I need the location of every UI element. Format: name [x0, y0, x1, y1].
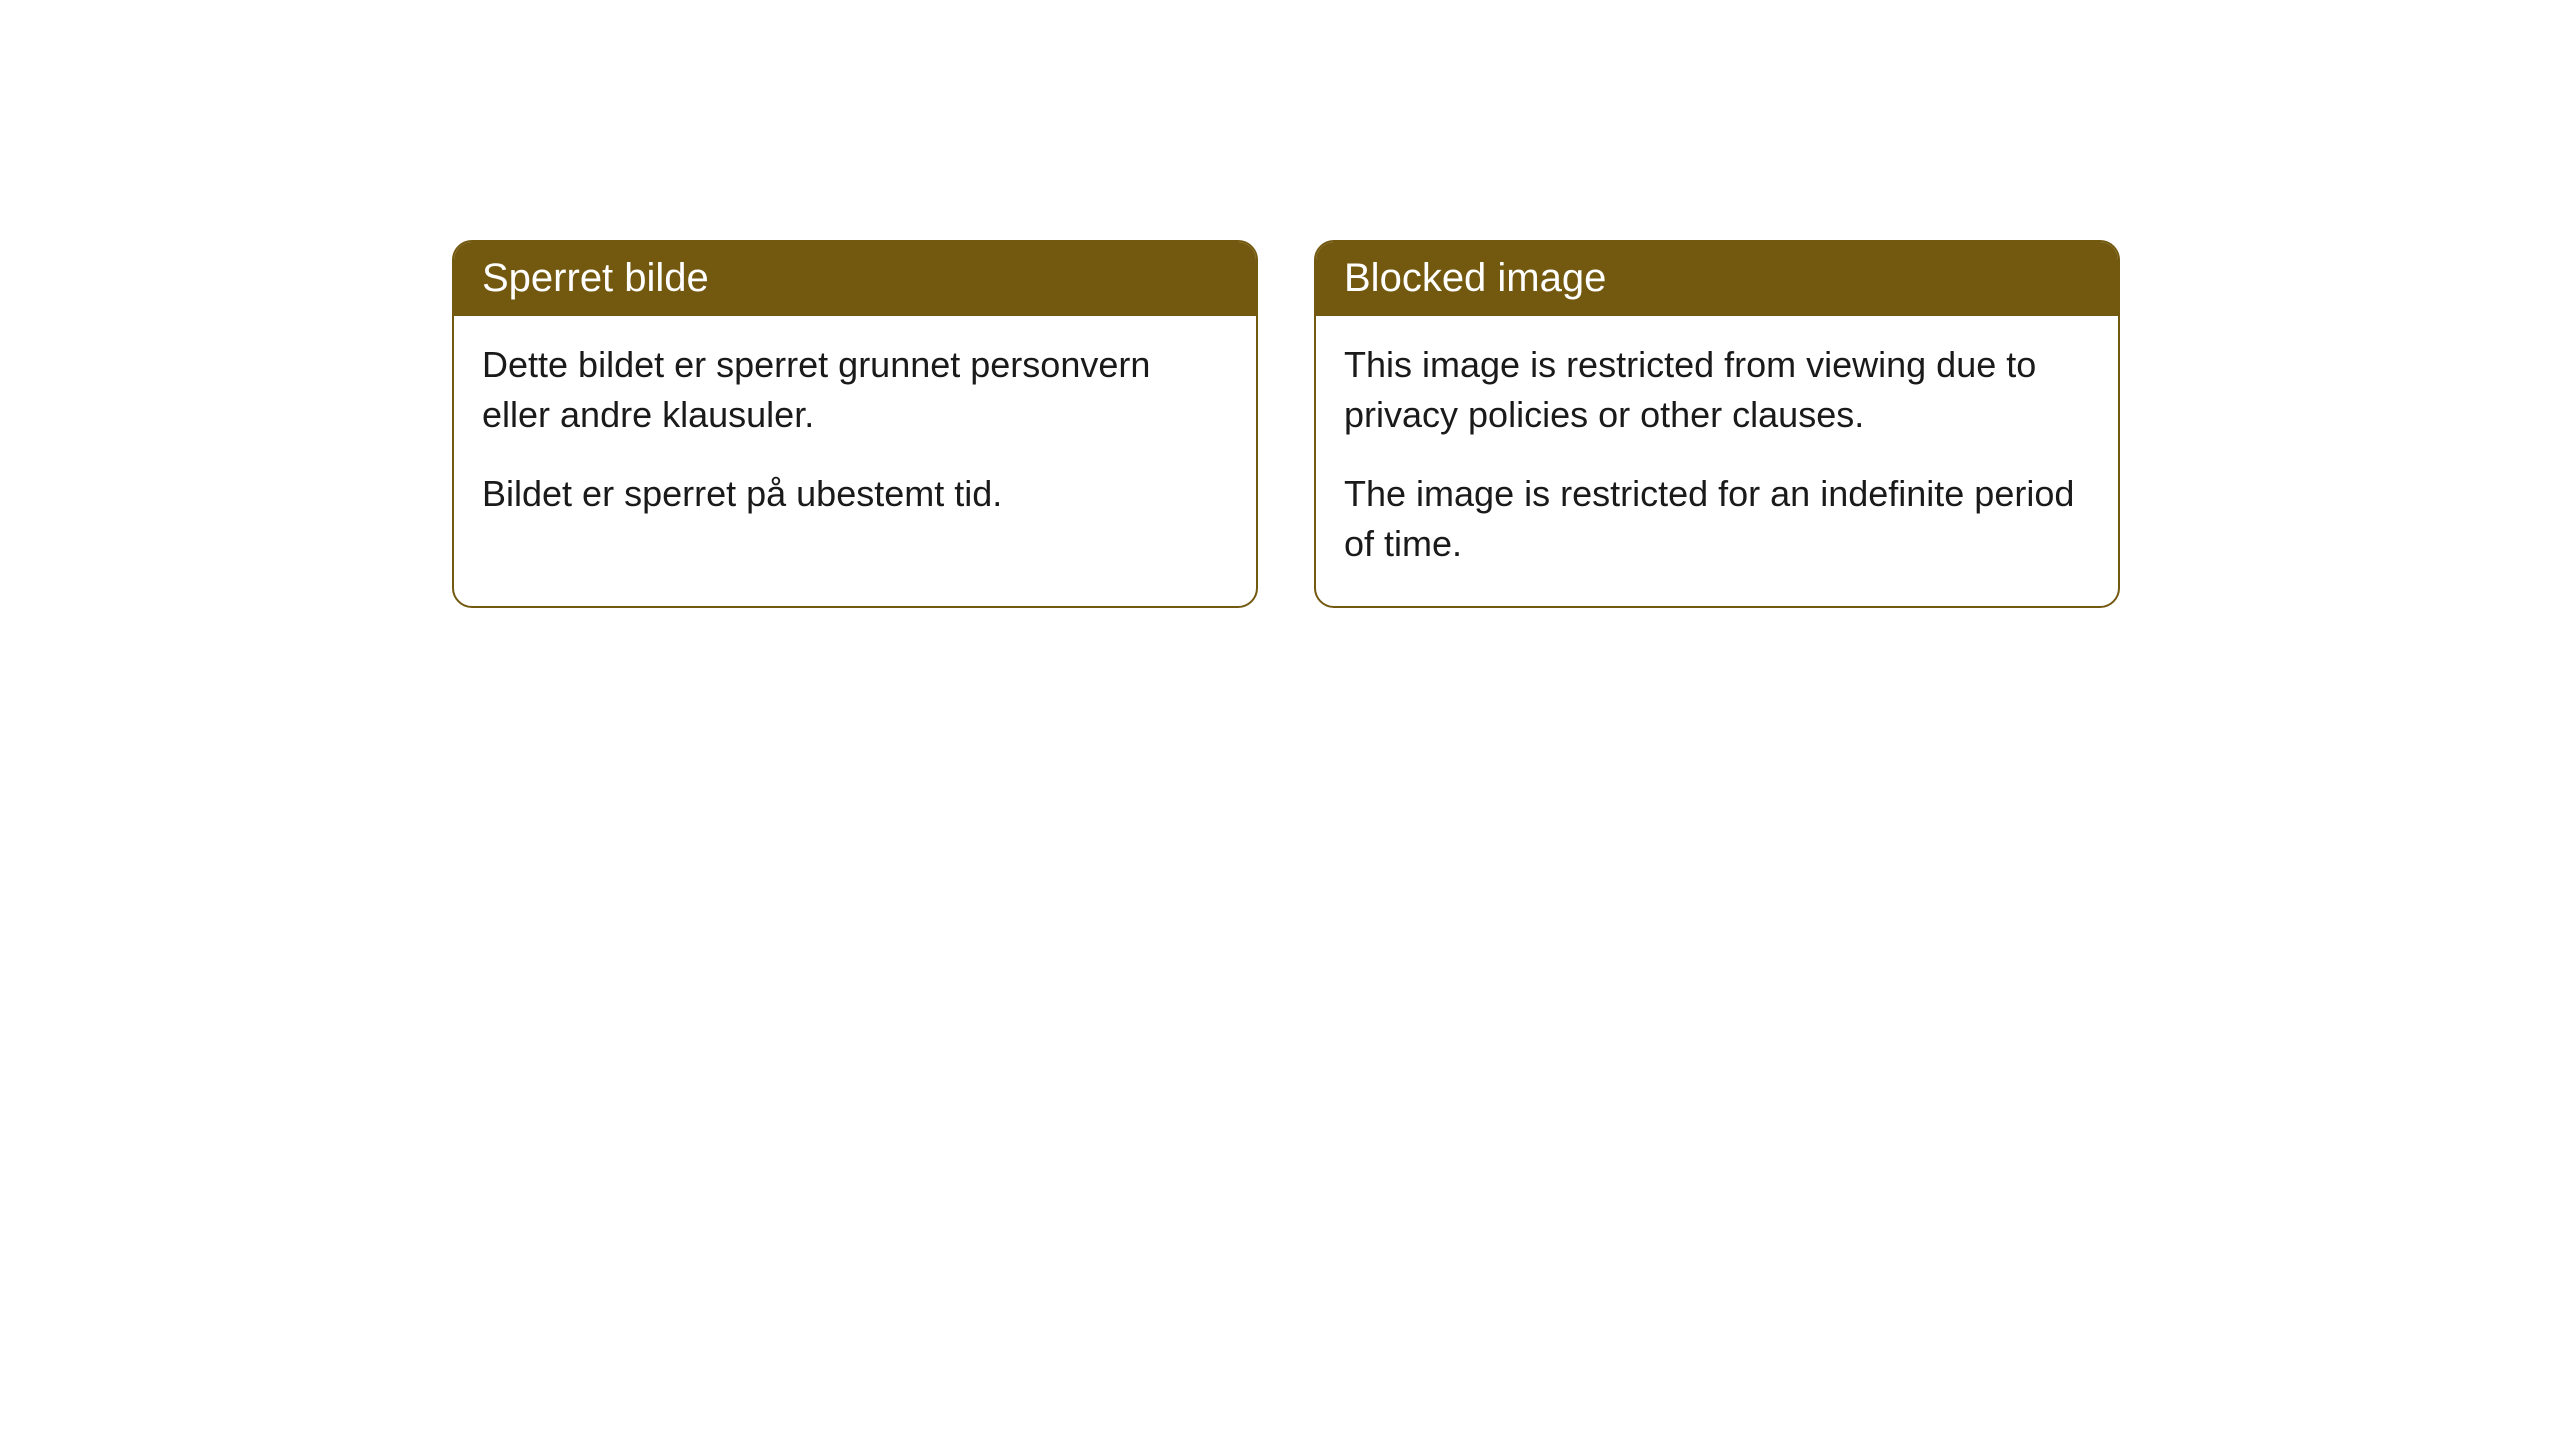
notice-cards-container: Sperret bilde Dette bildet er sperret gr… — [452, 240, 2120, 608]
card-paragraph: The image is restricted for an indefinit… — [1344, 469, 2090, 570]
card-paragraph: Bildet er sperret på ubestemt tid. — [482, 469, 1228, 519]
card-title: Sperret bilde — [482, 256, 709, 300]
card-paragraph: Dette bildet er sperret grunnet personve… — [482, 340, 1228, 441]
card-header: Blocked image — [1316, 242, 2118, 316]
card-title: Blocked image — [1344, 256, 1606, 300]
card-body: This image is restricted from viewing du… — [1316, 316, 2118, 606]
notice-card-english: Blocked image This image is restricted f… — [1314, 240, 2120, 608]
notice-card-norwegian: Sperret bilde Dette bildet er sperret gr… — [452, 240, 1258, 608]
card-paragraph: This image is restricted from viewing du… — [1344, 340, 2090, 441]
card-body: Dette bildet er sperret grunnet personve… — [454, 316, 1256, 555]
card-header: Sperret bilde — [454, 242, 1256, 316]
